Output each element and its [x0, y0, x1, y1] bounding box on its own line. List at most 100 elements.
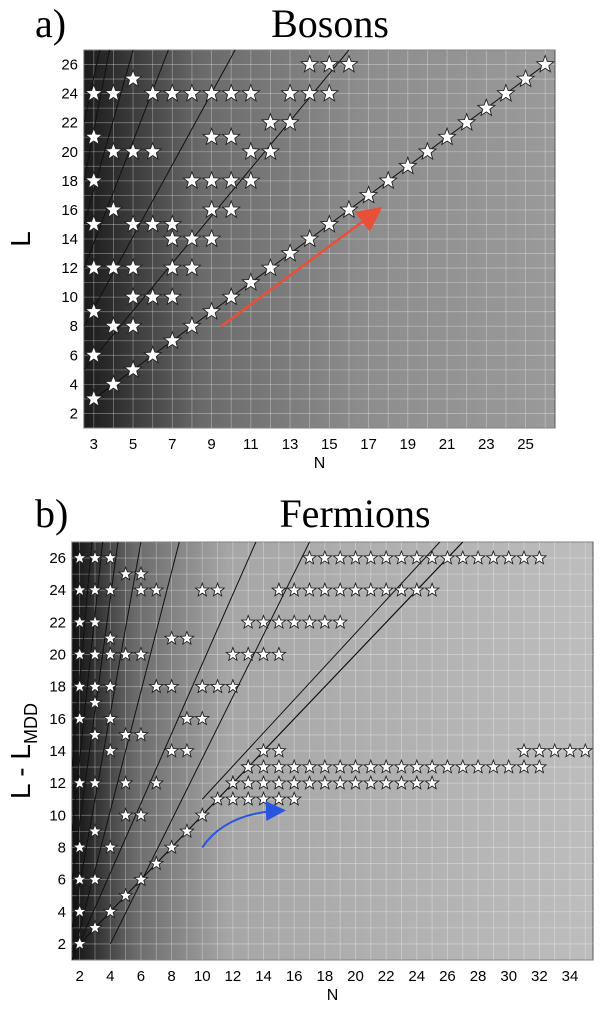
data-point-star	[531, 549, 548, 565]
data-point-star	[87, 581, 103, 597]
data-point-star	[162, 257, 183, 277]
plot-area-fermions	[71, 541, 594, 961]
data-point-star	[496, 83, 516, 102]
fermions-panel: b) Fermions 2 4 6 8 10 12 14 16 18 20 22 24 26 28 30 32…	[5, 491, 594, 1004]
data-point-star	[301, 774, 318, 790]
y-tick-label: 8	[70, 318, 78, 335]
data-point-star	[516, 742, 532, 758]
x-tick-label: 5	[129, 436, 137, 453]
data-point-star	[393, 774, 410, 790]
data-point-star	[103, 257, 124, 277]
data-point-star	[255, 774, 272, 790]
data-point-star	[316, 549, 333, 565]
data-point-star	[103, 199, 124, 219]
data-point-star	[378, 549, 395, 565]
data-point-star	[103, 141, 124, 161]
boundary-line	[72, 542, 257, 960]
data-point-star	[241, 272, 261, 291]
data-point-star	[201, 170, 222, 190]
bosons-title: Bosons	[271, 1, 389, 46]
x-tick-labels-fermions: 2 4 6 8 10 12 14 16 18 20 22 24 26 28 30 32 34	[75, 968, 578, 985]
x-tick-label: 7	[168, 436, 176, 453]
y-tick-label: 24	[49, 582, 66, 599]
data-point-star	[260, 257, 281, 277]
data-point-star	[531, 758, 548, 774]
direction-arrow	[201, 801, 286, 849]
data-point-star	[319, 83, 340, 102]
data-point-star	[179, 710, 195, 726]
x-tick-label: 3	[90, 436, 98, 453]
data-point-star	[562, 742, 578, 758]
data-point-star	[194, 807, 211, 823]
x-tick-label: 11	[243, 436, 259, 453]
data-point-star	[398, 156, 418, 175]
data-point-star	[270, 758, 287, 774]
data-point-star	[182, 170, 202, 190]
data-point-star	[102, 839, 119, 855]
data-point-star	[224, 646, 241, 662]
x-tick-label: 12	[225, 968, 242, 985]
data-point-star	[163, 630, 180, 646]
data-point-star	[378, 581, 395, 597]
y-tick-label: 6	[58, 872, 66, 889]
data-point-star	[87, 694, 103, 710]
data-point-star	[347, 549, 364, 565]
data-point-star	[546, 742, 563, 758]
data-point-star	[240, 758, 257, 774]
data-point-star	[84, 388, 104, 408]
data-point-star	[148, 678, 165, 694]
x-tick-label: 21	[439, 436, 456, 453]
data-point-star	[362, 774, 379, 790]
x-tick-label: 13	[282, 436, 299, 453]
data-point-star	[87, 549, 103, 565]
x-tick-label: 28	[470, 968, 487, 985]
data-point-star	[286, 790, 303, 806]
boundary-line	[84, 50, 169, 269]
data-point-star	[194, 678, 211, 694]
data-point-star	[123, 315, 143, 335]
y-tick-label: 4	[58, 904, 66, 921]
y-tick-label: 24	[61, 86, 78, 103]
x-axis-label-bosons: N	[314, 455, 326, 472]
data-point-star	[299, 54, 320, 73]
grid-bosons	[84, 49, 555, 429]
data-point-star	[123, 257, 143, 277]
data-point-star	[301, 614, 318, 630]
data-point-star	[142, 345, 163, 364]
y-tick-label: 16	[61, 202, 78, 219]
x-tick-label: 34	[562, 968, 579, 985]
data-point-star	[378, 774, 395, 790]
y-tick-label: 18	[61, 173, 78, 190]
data-point-star	[194, 581, 211, 597]
data-point-star	[163, 678, 180, 694]
x-tick-label: 15	[321, 436, 338, 453]
data-point-star	[347, 581, 364, 597]
y-tick-label: 26	[49, 550, 66, 567]
data-point-star	[84, 257, 104, 277]
data-point-star	[71, 678, 88, 694]
data-point-star	[485, 758, 502, 774]
y-tick-label: 16	[49, 711, 66, 728]
data-point-star	[71, 774, 88, 790]
data-point-star	[209, 581, 226, 597]
y-tick-label: 4	[70, 376, 78, 393]
data-point-star	[408, 581, 425, 597]
data-point-star	[182, 315, 202, 335]
data-point-star	[280, 83, 300, 102]
data-point-star	[179, 630, 195, 646]
x-tick-label: 23	[478, 436, 495, 453]
x-tick-label: 26	[439, 968, 456, 985]
data-point-star	[347, 758, 364, 774]
data-point-star	[270, 581, 287, 597]
data-point-star	[332, 758, 349, 774]
data-point-star	[194, 710, 211, 726]
y-tick-label: 2	[58, 936, 66, 953]
x-tick-label: 14	[255, 968, 272, 985]
data-point-star	[133, 807, 149, 823]
data-point-star	[424, 774, 441, 790]
data-point-star	[221, 83, 241, 102]
data-point-star	[280, 243, 300, 262]
data-point-star	[319, 54, 340, 73]
data-point-star	[454, 549, 471, 565]
